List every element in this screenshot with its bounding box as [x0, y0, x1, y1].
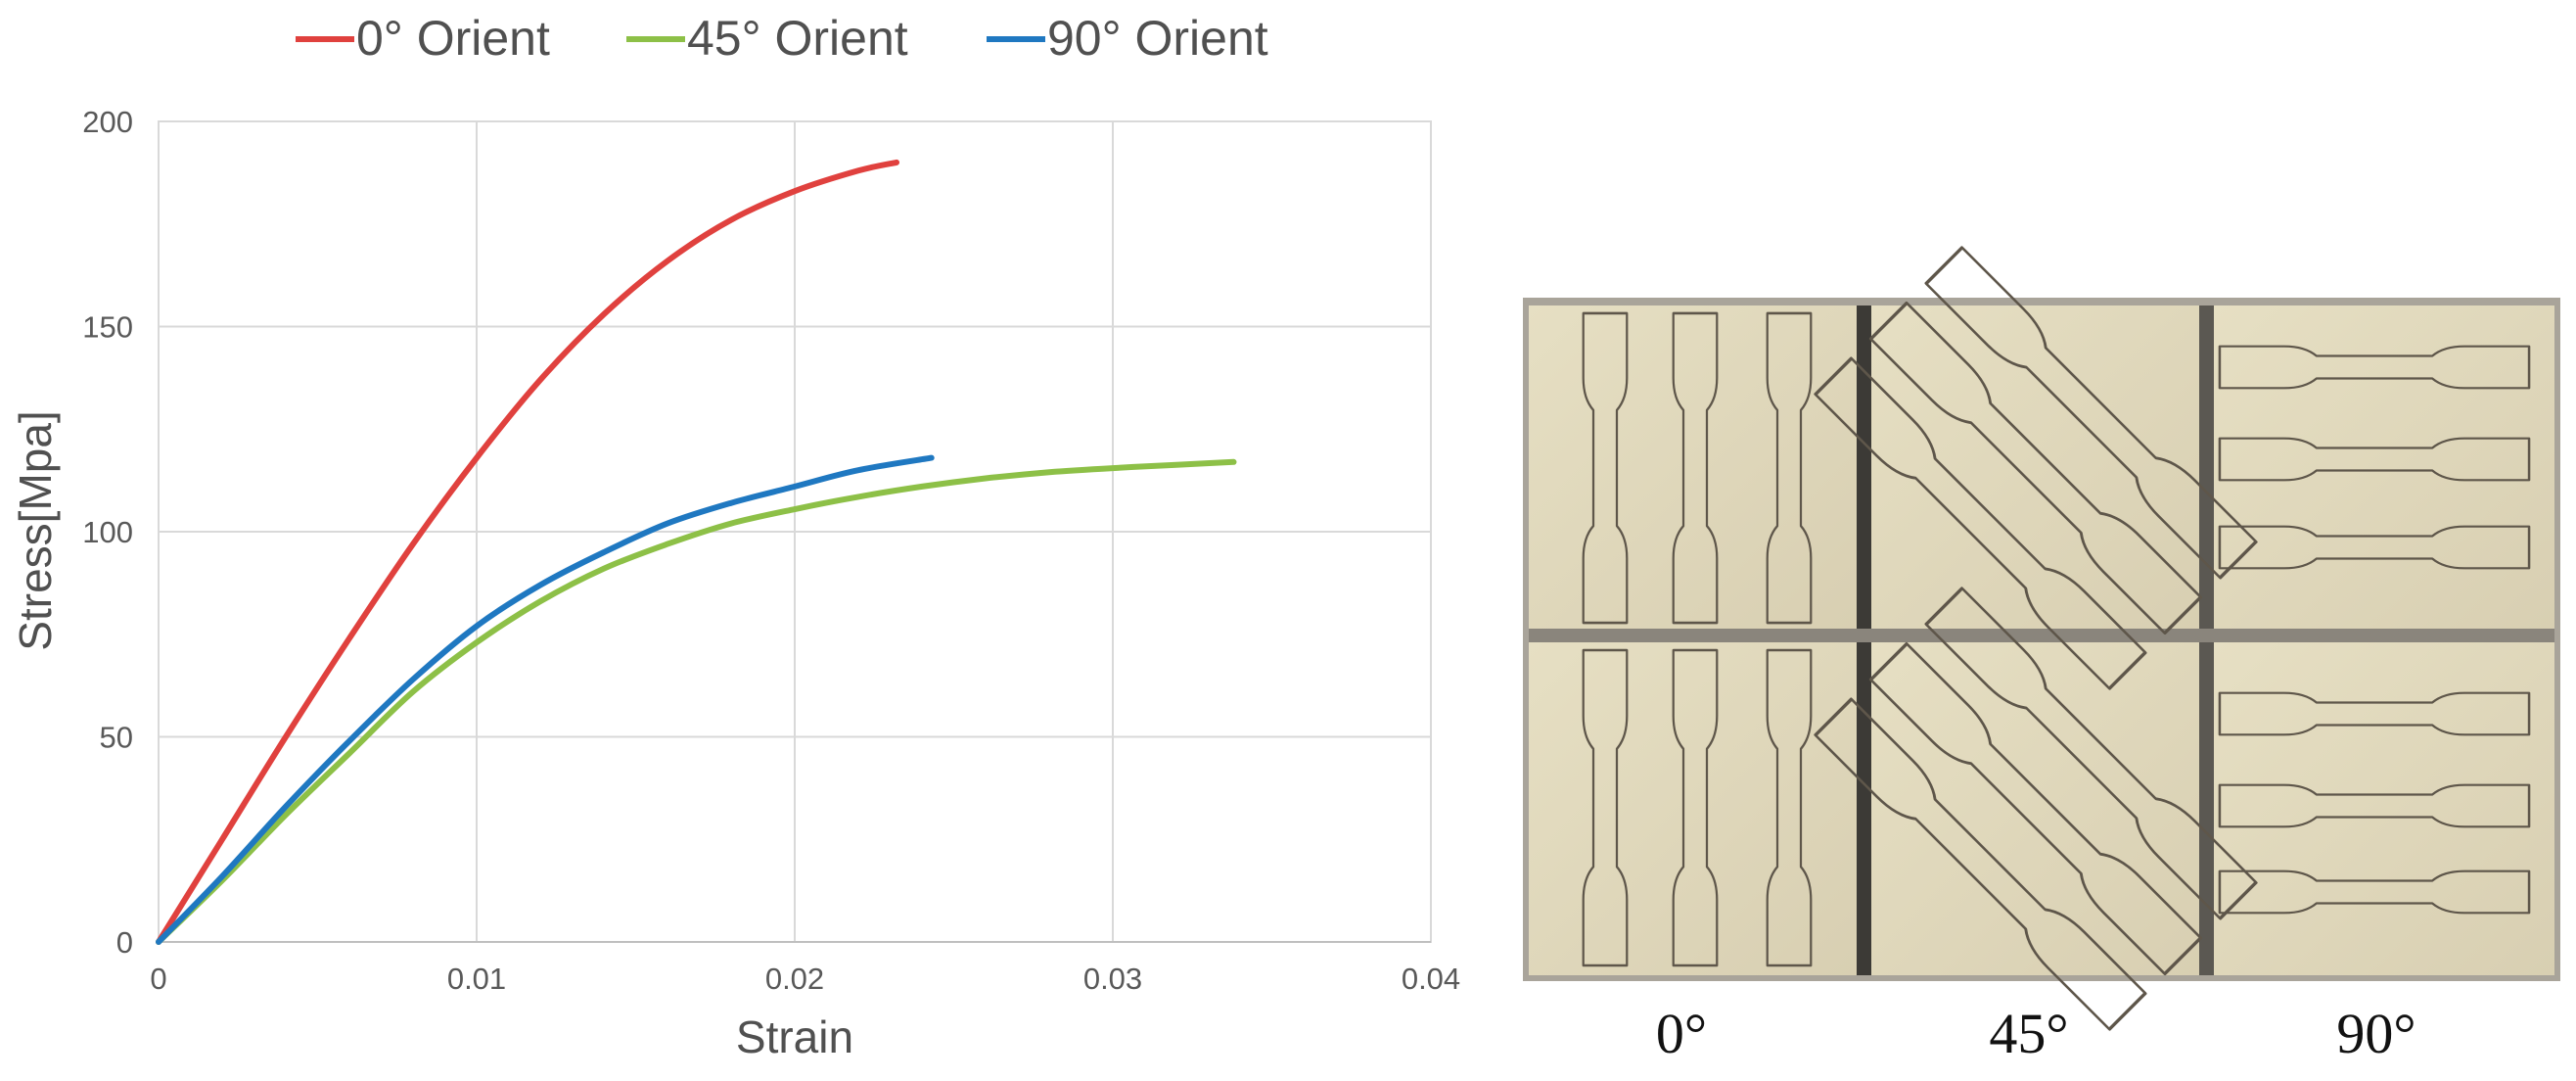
- photo-label-45: 45°: [1989, 1002, 2068, 1065]
- x-tick-label: 0.04: [1402, 962, 1460, 996]
- specimen-photo: 0° 45° 90°: [1523, 246, 2560, 1065]
- legend-label: 90° Orient: [1047, 11, 1268, 66]
- y-axis-label: Stress[Mpa]: [10, 410, 61, 650]
- plate-90-top: [2214, 306, 2554, 629]
- x-tick-label: 0: [150, 962, 166, 996]
- y-tick-label: 100: [82, 515, 133, 549]
- y-tick-label: 200: [82, 105, 133, 139]
- photo-label-90: 90°: [2336, 1002, 2415, 1065]
- chart-lines: [156, 159, 1237, 945]
- plate-0-top: [1529, 306, 1857, 629]
- series-line-1: [156, 458, 1237, 945]
- y-tick-label: 150: [82, 310, 133, 345]
- photo-label-0: 0°: [1656, 1002, 1707, 1065]
- plate-0-bottom: [1529, 642, 1857, 975]
- x-tick-label: 0.01: [447, 962, 506, 996]
- plate-45-top: [1871, 306, 2199, 629]
- y-tick-label: 50: [100, 721, 133, 755]
- legend-label: 45° Orient: [687, 11, 908, 66]
- y-tick-label: 0: [116, 925, 133, 960]
- chart-grid: [158, 120, 1432, 943]
- chart-ticks: 0 50 100 150 200 0 0.01 0.02 0.03 0.04: [82, 105, 1460, 996]
- x-tick-label: 0.03: [1083, 962, 1142, 996]
- series-line-2: [156, 454, 935, 945]
- series-line-0: [156, 159, 899, 945]
- plate-90-bottom: [2214, 642, 2554, 975]
- x-tick-label: 0.02: [765, 962, 824, 996]
- x-axis-label: Strain: [736, 1011, 853, 1062]
- legend-label: 0° Orient: [356, 11, 550, 66]
- plate-45-bottom: [1871, 642, 2199, 975]
- chart: 0° Orient 45° Orient 90° Orient 0 50 100 150 2…: [10, 11, 1460, 1062]
- legend: 0° Orient 45° Orient 90° Orient: [296, 11, 1268, 66]
- plate-gap: [1529, 629, 2554, 642]
